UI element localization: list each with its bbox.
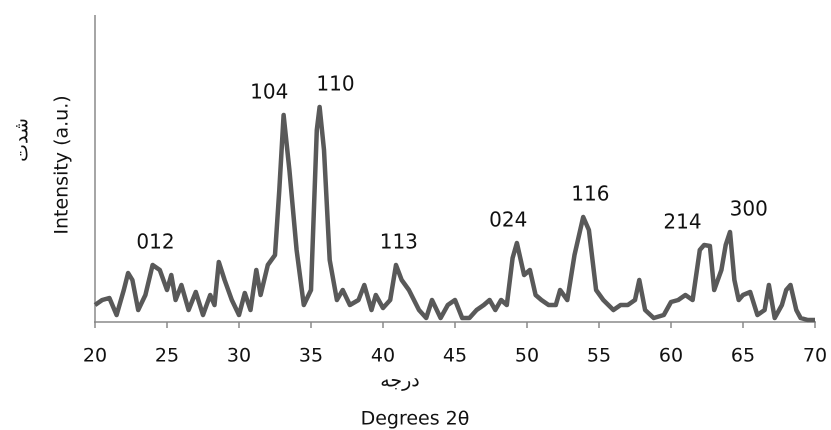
peak-label: 104	[250, 80, 288, 104]
peak-label: 113	[380, 230, 418, 254]
x-axis-label: Degrees 2θ	[361, 408, 470, 430]
x-tick-label: 35	[299, 345, 323, 367]
x-tick-label: 20	[83, 345, 107, 367]
x-tick-label: 65	[731, 345, 755, 367]
peak-label: 012	[136, 230, 174, 254]
x-tick-label: 25	[155, 345, 179, 367]
x-tick-label: 70	[803, 345, 827, 367]
x-tick-label: 60	[659, 345, 683, 367]
peak-label: 110	[316, 72, 354, 96]
x-tick-label: 55	[587, 345, 611, 367]
peak-label: 024	[489, 208, 527, 232]
data-line	[93, 104, 815, 323]
x-tick-label: 40	[371, 345, 395, 367]
x-tick-label: 45	[443, 345, 467, 367]
x-tick-label: 50	[515, 345, 539, 367]
peak-label: 214	[663, 210, 701, 234]
x-axis-label-secondary: درجه	[380, 370, 420, 392]
peak-label: 116	[571, 182, 609, 206]
y-axis-label-secondary: شدت	[11, 118, 33, 162]
x-tick-label: 30	[227, 345, 251, 367]
y-axis-label: Intensity (a.u.)	[51, 95, 73, 234]
peak-label: 300	[730, 197, 768, 221]
